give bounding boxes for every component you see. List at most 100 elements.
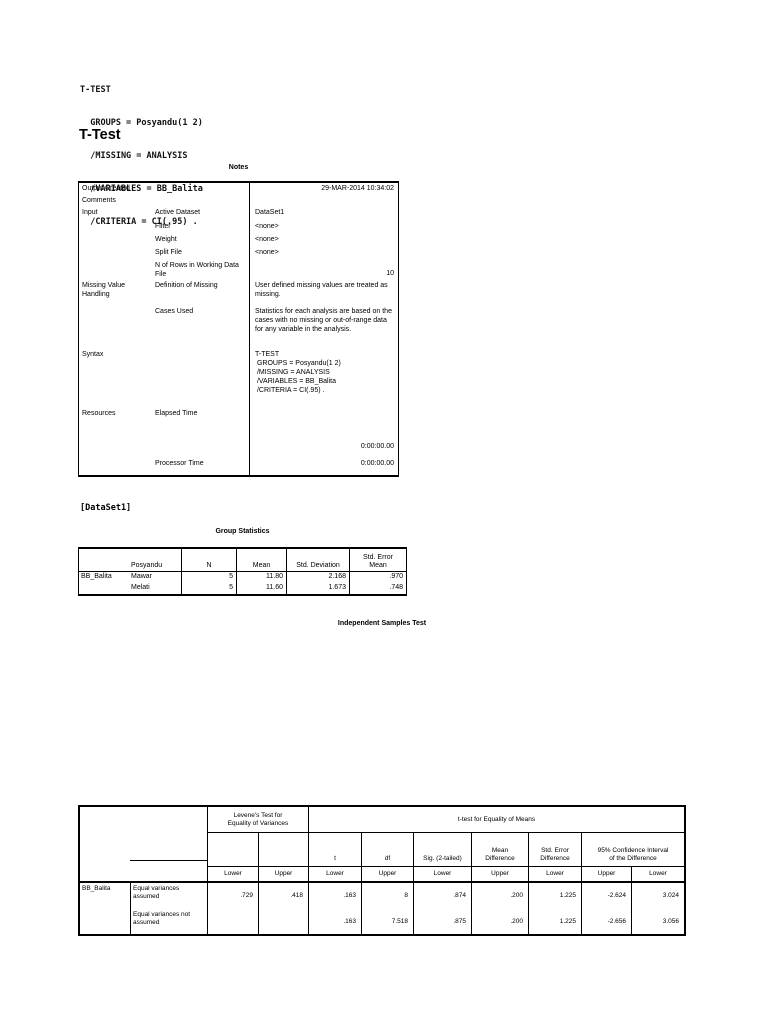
notes-value: 29-MAR-2014 10:34:02 [249, 183, 398, 195]
notes-sublabel [153, 195, 249, 207]
dataset-label: [DataSet1] [80, 503, 132, 513]
notes-row-elapsed-time: Resources Elapsed Time 0:00:00.00 [79, 408, 398, 458]
syntax-code-block: T-TEST GROUPS = Posyandu(1 2) /MISSING =… [80, 63, 203, 250]
notes-label: Input [82, 209, 98, 216]
cell-n: 5 [181, 572, 236, 583]
header-posyandu: Posyandu [129, 549, 181, 572]
notes-label [79, 260, 153, 280]
group-statistics-row-melati: Melati 5 11.60 1.673 .748 [79, 583, 406, 594]
cell-mean: 11.80 [236, 572, 286, 583]
group-name: Mawar [131, 573, 153, 580]
group-statistics-header: Posyandu N Mean Std. Deviation Std. Erro… [79, 549, 406, 572]
stub-underline [130, 860, 207, 861]
subheader-0: Lower [207, 867, 258, 883]
notes-label [79, 458, 153, 475]
cell-sig-2-tailed: .875 [413, 909, 471, 934]
cell-std-deviation: 1.673 [286, 583, 349, 594]
variable-name [79, 583, 129, 594]
notes-sublabel: Split File [155, 249, 182, 256]
cell-df: 7.518 [361, 909, 413, 934]
independent-samples-test-title: Independent Samples Test [337, 620, 427, 627]
notes-label [79, 221, 153, 234]
code-line: GROUPS = Posyandu(1 2) [80, 118, 203, 128]
notes-sublabel: Processor Time [155, 460, 204, 467]
cell-levene-f: .729 [207, 883, 258, 909]
notes-value: <none> [249, 234, 398, 247]
header-std-deviation: Std. Deviation [286, 549, 349, 572]
notes-value: <none> [249, 247, 398, 260]
group-statistics-row-mawar: BB_Balita Mawar 5 11.80 2.168 .970 [79, 572, 406, 583]
header-std-error-mean: Std. Error Mean [349, 549, 406, 572]
notes-row-definition-of-missing: Missing Value Handling Definition of Mis… [79, 280, 398, 306]
notes-sublabel: Filter [155, 223, 171, 230]
cell-ci-lower: -2.656 [581, 909, 631, 934]
header-mean-difference-text: Mean Difference [485, 847, 515, 862]
notes-label [79, 306, 153, 349]
notes-row-weight: Weight <none> [79, 234, 398, 247]
cell-t: .163 [308, 883, 361, 909]
notes-value: Statistics for each analysis are based o… [249, 306, 398, 349]
row-label: Equal variances not assumed [130, 909, 207, 934]
notes-label [79, 234, 153, 247]
notes-row-syntax: Syntax T-TEST GROUPS = Posyandu(1 2) /MI… [79, 349, 398, 408]
header-confidence-interval: 95% Confidence Interval of the Differenc… [581, 833, 684, 867]
notes-value: User defined missing values are treated … [249, 280, 398, 306]
cell-std-deviation: 2.168 [286, 572, 349, 583]
header-blank [80, 867, 207, 883]
notes-row-processor-time: Processor Time 0:00:00.00 [79, 458, 398, 475]
notes-row-filter: Filter <none> [79, 221, 398, 234]
header-sig-2-tailed: Sig. (2-tailed) [413, 833, 471, 867]
notes-sublabel: Elapsed Time [155, 410, 198, 417]
cell-std-error-mean: .970 [349, 572, 406, 583]
header-levene-f [207, 833, 258, 867]
subheader-8: Lower [631, 867, 684, 883]
header-levene-text: Levene's Test for Equality of Variances [227, 811, 289, 827]
subheader-2: Lower [308, 867, 361, 883]
group-name: Melati [131, 584, 150, 591]
header-levene-sig [258, 833, 308, 867]
notes-value: 0:00:00.00 [249, 458, 398, 475]
header-levene: Levene's Test for Equality of Variances [207, 807, 308, 833]
cell-mean: 11.60 [236, 583, 286, 594]
subheader-4: Lower [413, 867, 471, 883]
header-std-error-difference-text: Std. Error Difference [540, 847, 570, 862]
t-test-heading: T-Test [79, 127, 121, 143]
ist-header-row-2: t df Sig. (2-tailed) Mean Difference Std… [80, 833, 684, 867]
notes-row-comments: Comments [79, 195, 398, 207]
header-confidence-interval-text: 95% Confidence Interval of the Differenc… [597, 847, 669, 862]
row-label: Equal variances assumed [130, 883, 207, 909]
cell-ci-upper: 3.056 [631, 909, 684, 934]
notes-label: Comments [82, 197, 116, 204]
subheader-1: Upper [258, 867, 308, 883]
code-line: T-TEST [80, 85, 111, 95]
cell-std-error-difference: 1.225 [528, 883, 581, 909]
subheader-5: Upper [471, 867, 528, 883]
group-statistics-title: Group Statistics [215, 528, 270, 535]
notes-value [249, 195, 398, 207]
notes-value: 10 [249, 260, 398, 280]
cell-n: 5 [181, 583, 236, 594]
notes-value: <none> [249, 221, 398, 234]
notes-row-n-of-rows: N of Rows in Working Data File 10 [79, 260, 398, 280]
notes-row-split-file: Split File <none> [79, 247, 398, 260]
notes-sublabel: Definition of Missing [155, 282, 218, 289]
notes-sublabel: Weight [155, 236, 177, 243]
header-blank [80, 807, 207, 833]
notes-label: Output Created [82, 185, 130, 192]
subheader-7: Upper [581, 867, 631, 883]
variable-name: BB_Balita [81, 573, 112, 580]
header-t: t [308, 833, 361, 867]
notes-value: 0:00:00.00 [249, 408, 398, 458]
cell-levene-sig [258, 909, 308, 934]
notes-label: Syntax [82, 351, 104, 358]
ist-row-equal-variances-assumed: BB_Balita Equal variances assumed .729 .… [80, 883, 684, 909]
header-ttest: t-test for Equality of Means [308, 807, 684, 833]
independent-samples-test-table: Levene's Test for Equality of Variances … [78, 805, 686, 936]
variable-name: BB_Balita [82, 885, 111, 892]
cell-levene-f [207, 909, 258, 934]
variable-name [80, 909, 130, 934]
cell-sig-2-tailed: .874 [413, 883, 471, 909]
group-statistics-table: Posyandu N Mean Std. Deviation Std. Erro… [78, 547, 407, 596]
ist-header-row-3: Lower Upper Lower Upper Lower Upper Lowe… [80, 867, 684, 883]
